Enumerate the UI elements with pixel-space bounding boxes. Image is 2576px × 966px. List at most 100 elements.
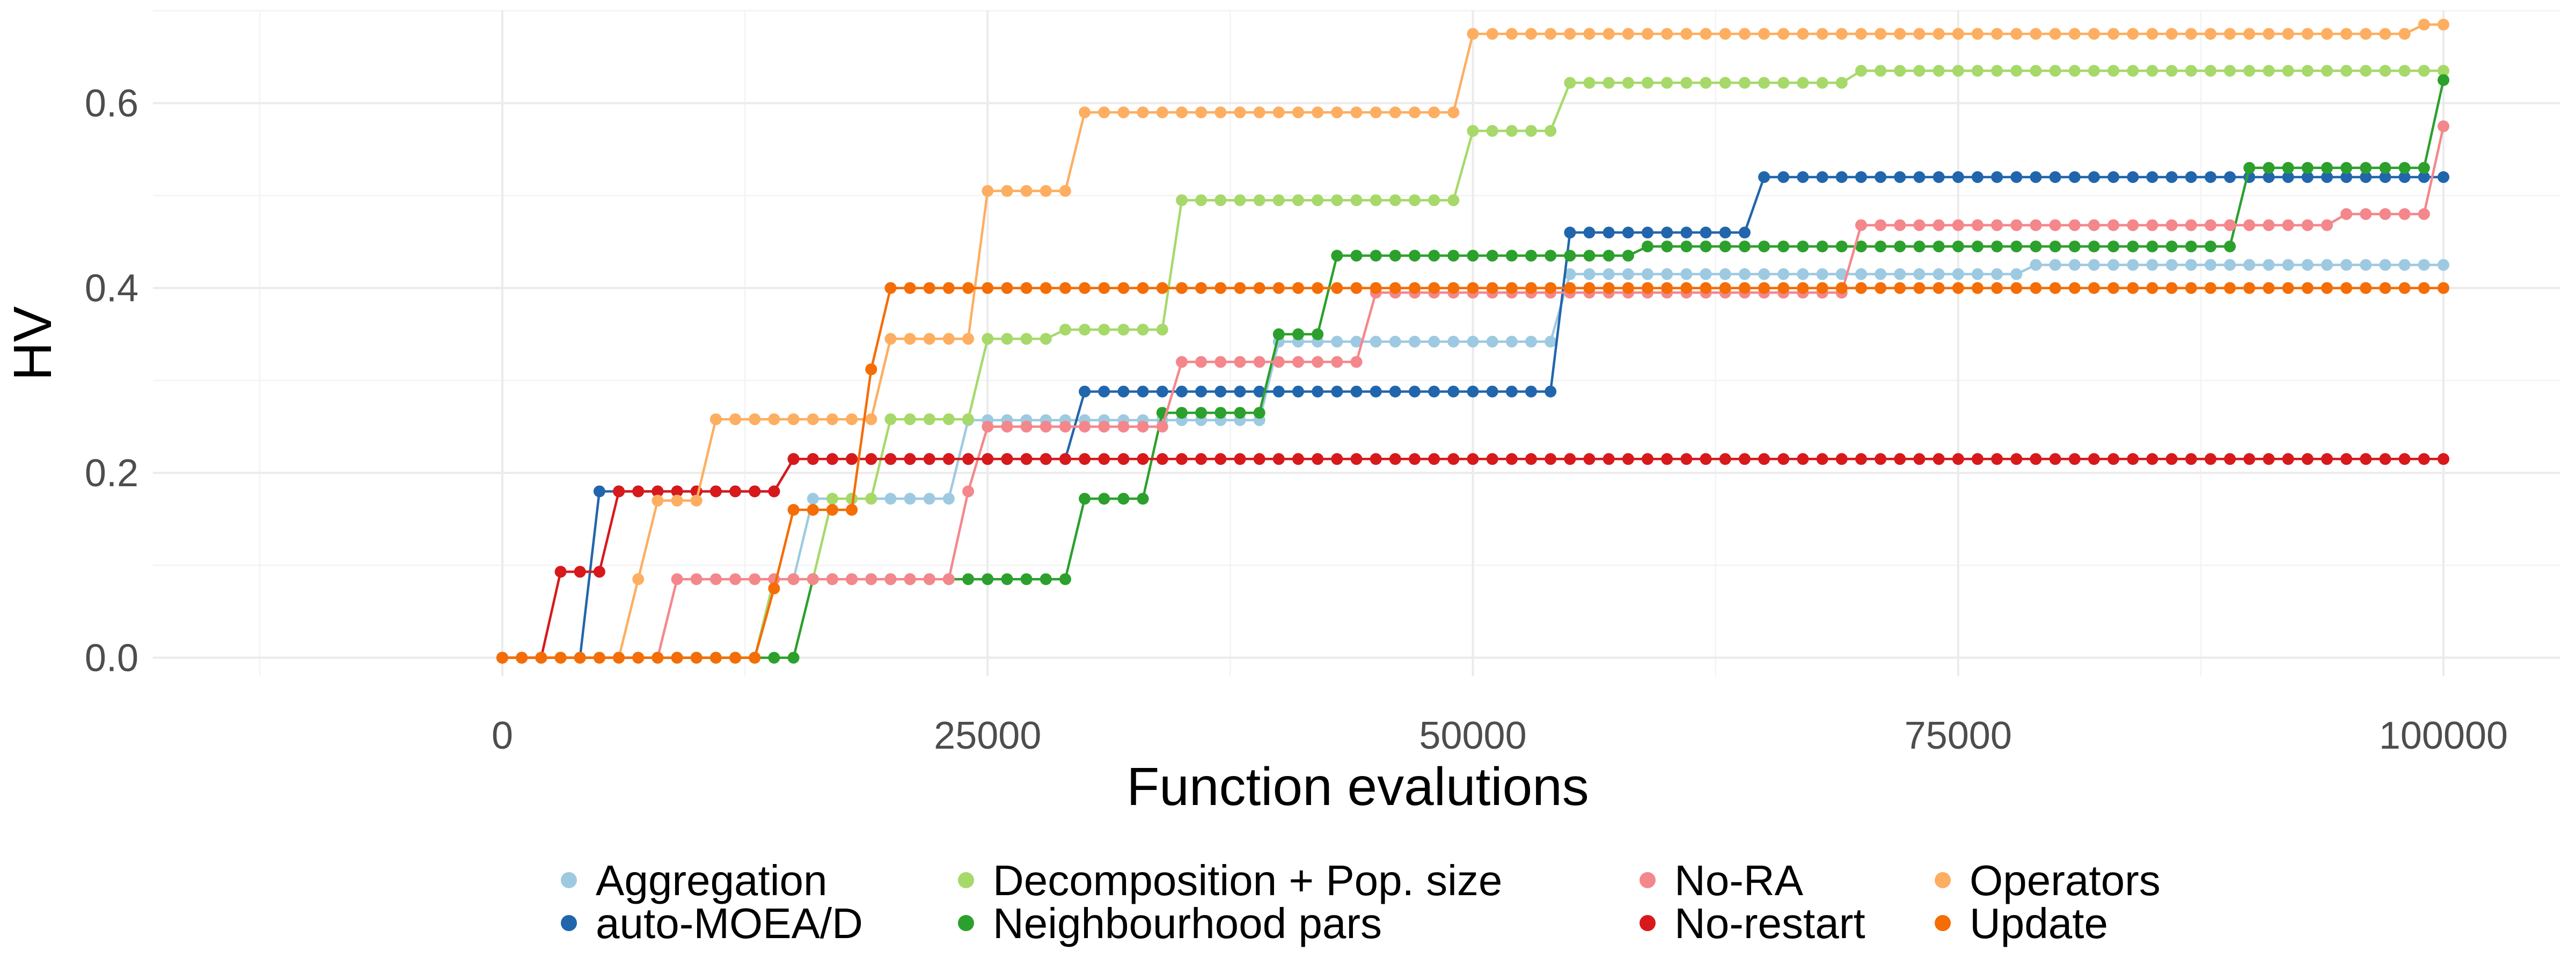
data-point xyxy=(1835,240,1848,253)
data-point xyxy=(2185,453,2197,465)
data-point xyxy=(2205,259,2216,271)
data-point xyxy=(2185,64,2197,77)
data-point xyxy=(2224,282,2236,294)
data-point xyxy=(1642,226,1653,239)
data-point xyxy=(749,485,761,497)
data-point xyxy=(1719,268,1731,280)
data-point xyxy=(1933,240,1945,253)
data-point xyxy=(2301,282,2314,294)
data-point xyxy=(1312,106,1324,119)
data-point xyxy=(1642,453,1653,465)
data-point xyxy=(1156,282,1168,294)
data-point xyxy=(1622,282,1634,294)
data-point xyxy=(1545,125,1557,137)
data-point xyxy=(1991,282,2003,294)
data-point xyxy=(923,493,935,505)
data-point xyxy=(1467,453,1479,465)
data-point xyxy=(1583,282,1596,294)
data-point xyxy=(826,504,838,516)
data-point xyxy=(1331,282,1343,294)
data-point xyxy=(632,485,645,497)
data-point xyxy=(2049,453,2061,465)
data-point xyxy=(2243,453,2256,465)
data-point xyxy=(1913,219,1926,231)
data-point xyxy=(2418,18,2430,31)
data-point xyxy=(1079,493,1091,505)
data-point xyxy=(1059,185,1071,197)
data-point xyxy=(2224,219,2236,231)
data-point xyxy=(1661,282,1673,294)
data-point xyxy=(2146,28,2158,40)
data-point xyxy=(1525,453,1537,465)
data-point xyxy=(1447,250,1460,262)
data-point xyxy=(2398,208,2411,220)
data-point xyxy=(1952,28,1964,40)
data-point xyxy=(1680,282,1693,294)
data-point xyxy=(496,652,508,664)
data-point xyxy=(2049,259,2061,271)
data-point xyxy=(709,413,722,426)
data-point xyxy=(2321,453,2333,465)
data-point xyxy=(1040,421,1052,433)
data-point xyxy=(904,282,916,294)
data-point xyxy=(826,573,838,586)
data-point xyxy=(884,573,897,586)
data-point xyxy=(1933,64,1945,77)
data-point xyxy=(1991,268,2003,280)
data-point xyxy=(1797,268,1809,280)
data-point xyxy=(2127,219,2139,231)
data-point xyxy=(2165,171,2178,183)
data-point xyxy=(1331,335,1343,348)
data-point xyxy=(593,485,605,497)
data-point xyxy=(1176,282,1188,294)
data-point xyxy=(768,652,780,664)
data-point xyxy=(1059,453,1071,465)
data-point xyxy=(1409,335,1421,348)
data-point xyxy=(865,453,877,465)
data-point xyxy=(1234,194,1246,207)
data-point xyxy=(1797,28,1809,40)
data-point xyxy=(671,573,683,586)
data-point xyxy=(1059,282,1071,294)
data-point xyxy=(1253,194,1265,207)
data-point xyxy=(2301,162,2314,174)
data-point xyxy=(1875,282,1887,294)
data-point xyxy=(1001,185,1013,197)
data-point xyxy=(1719,28,1731,40)
data-point xyxy=(1875,171,1887,183)
data-point xyxy=(1001,282,1013,294)
data-point xyxy=(2243,64,2256,77)
data-point xyxy=(2049,171,2061,183)
data-point xyxy=(962,413,975,426)
data-point xyxy=(923,333,935,345)
data-point xyxy=(2205,28,2216,40)
x-tick-label: 100000 xyxy=(2379,714,2508,757)
data-point xyxy=(1545,28,1557,40)
data-point xyxy=(884,333,897,345)
data-point xyxy=(2010,240,2023,253)
data-point xyxy=(1680,28,1693,40)
data-point xyxy=(1719,240,1731,253)
data-point xyxy=(2321,64,2333,77)
data-point xyxy=(2049,282,2061,294)
data-point xyxy=(1020,282,1033,294)
data-point xyxy=(1272,282,1285,294)
data-point xyxy=(1312,282,1324,294)
data-point xyxy=(671,485,683,497)
data-point xyxy=(1855,219,1867,231)
data-point xyxy=(1253,453,1265,465)
data-point xyxy=(1020,453,1033,465)
data-point xyxy=(2088,282,2100,294)
data-point xyxy=(2030,240,2042,253)
data-point xyxy=(1952,282,1964,294)
data-point xyxy=(1933,171,1945,183)
data-point xyxy=(2418,162,2430,174)
data-point xyxy=(1467,335,1479,348)
data-point xyxy=(1933,268,1945,280)
data-point xyxy=(1971,240,1984,253)
data-point xyxy=(1545,282,1557,294)
data-point xyxy=(1079,324,1091,336)
data-point xyxy=(1253,385,1265,398)
data-point xyxy=(1370,453,1382,465)
data-point xyxy=(2205,219,2216,231)
